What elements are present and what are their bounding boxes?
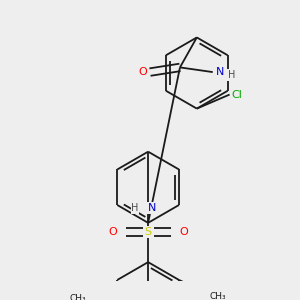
Text: O: O xyxy=(179,227,188,237)
Text: H: H xyxy=(131,203,139,213)
Text: CH₃: CH₃ xyxy=(210,292,226,300)
Text: CH₃: CH₃ xyxy=(70,294,86,300)
Text: Cl: Cl xyxy=(232,90,242,100)
Text: S: S xyxy=(145,227,152,237)
Text: N: N xyxy=(216,67,224,77)
Text: H: H xyxy=(228,70,235,80)
Text: O: O xyxy=(138,67,147,77)
Text: O: O xyxy=(108,227,117,237)
Text: N: N xyxy=(148,203,156,213)
